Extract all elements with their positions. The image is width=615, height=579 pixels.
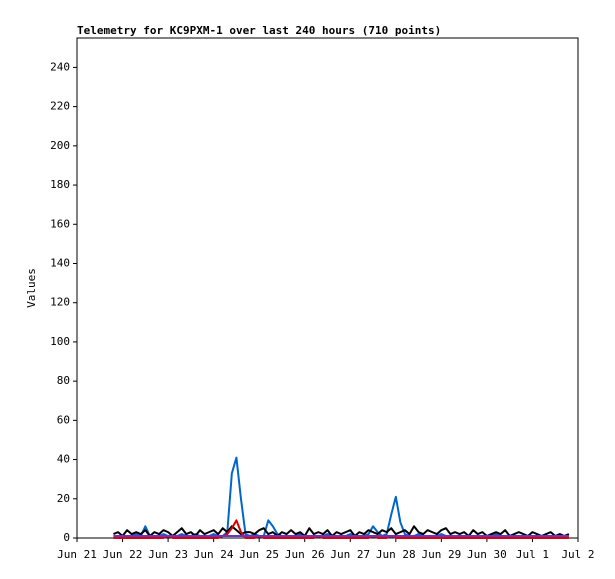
x-tick-label: Jun 30 [467,548,507,561]
y-tick-label: 240 [50,60,70,73]
x-tick-label: Jul 1 [516,548,549,561]
y-tick-label: 160 [50,217,70,230]
y-tick-label: 0 [63,531,70,544]
x-tick-label: Jun 23 [148,548,188,561]
y-tick-label: 180 [50,178,70,191]
series-line [113,525,570,538]
x-tick-label: Jun 26 [285,548,325,561]
series-line [113,456,569,538]
x-tick-label: Jun 22 [103,548,143,561]
chart-title: Telemetry for KC9PXM-1 over last 240 hou… [77,24,441,37]
y-tick-label: 200 [50,139,70,152]
y-tick-label: 220 [50,100,70,113]
x-tick-label: Jun 27 [330,548,370,561]
x-tick-label: Jun 21 [57,548,97,561]
y-tick-label: 60 [57,413,70,426]
x-tick-label: Jul 2 [561,548,594,561]
plot-frame [76,37,579,539]
y-tick-label: 40 [57,453,70,466]
x-tick-label: Jun 24 [194,548,234,561]
y-tick-label: 140 [50,256,70,269]
x-tick-label: Jun 28 [376,548,416,561]
y-tick-label: 120 [50,296,70,309]
series-line [113,519,569,539]
x-tick-label: Jun 29 [421,548,461,561]
y-tick-label: 80 [57,374,70,387]
y-axis-label: Values [25,268,38,308]
y-tick-label: 20 [57,492,70,505]
x-tick-label: Jun 25 [239,548,279,561]
y-tick-label: 100 [50,335,70,348]
